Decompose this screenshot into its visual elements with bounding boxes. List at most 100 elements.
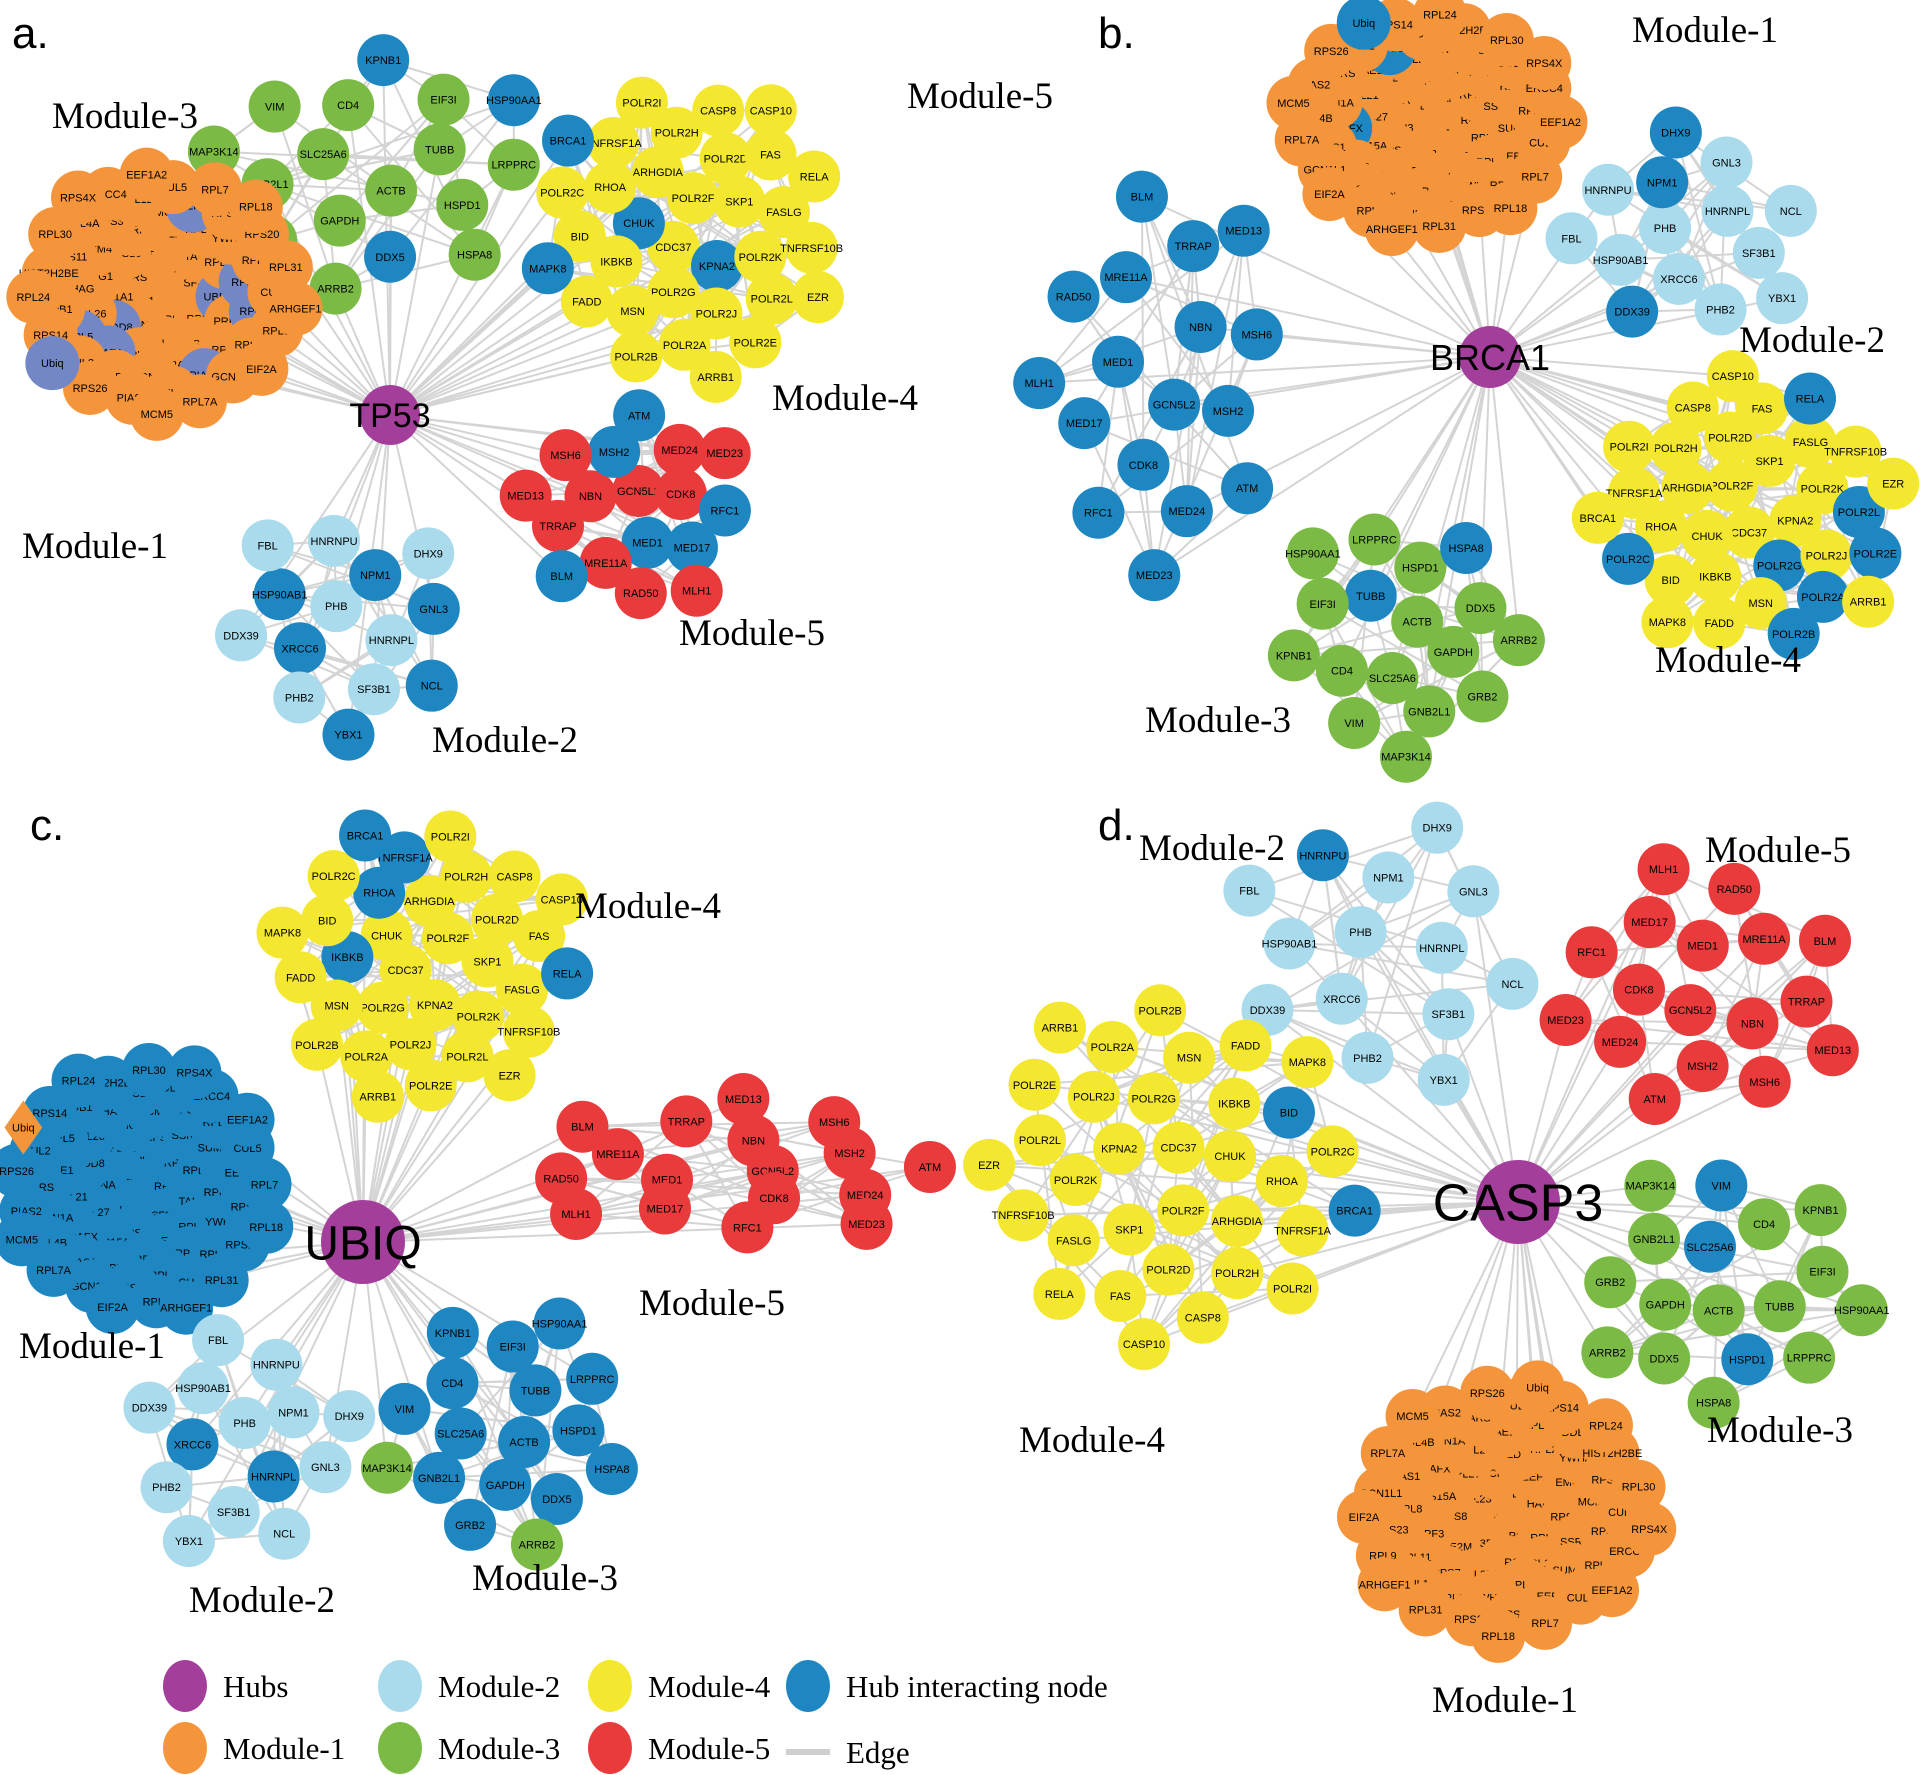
node-casp10[interactable]: CASP10	[1118, 1318, 1171, 1371]
node-grb2[interactable]: GRB2	[444, 1498, 497, 1551]
node-kpna2[interactable]: KPNA2	[1093, 1122, 1146, 1175]
node-ddx39[interactable]: DDX39	[215, 609, 268, 662]
node-atm[interactable]: ATM	[903, 1140, 956, 1193]
node-map3k14[interactable]: MAP3K14	[187, 125, 240, 178]
node-cd4[interactable]: CD4	[426, 1357, 479, 1410]
node-med24[interactable]: MED24	[1594, 1015, 1647, 1068]
node-phb[interactable]: PHB	[310, 580, 363, 633]
node-polr2c[interactable]: POLR2C	[1602, 532, 1655, 585]
node-rhoa[interactable]: RHOA	[1255, 1154, 1308, 1207]
node-polr2a[interactable]: POLR2A	[1086, 1020, 1139, 1073]
node-rela[interactable]: RELA	[1033, 1267, 1086, 1320]
node-hspd1[interactable]: HSPD1	[1721, 1333, 1774, 1386]
node-dhx9[interactable]: DHX9	[323, 1390, 376, 1443]
node-polr2e[interactable]: POLR2E	[1008, 1058, 1061, 1111]
node-cdk8[interactable]: CDK8	[654, 467, 707, 520]
node-msn[interactable]: MSN	[606, 285, 659, 338]
node-tubb[interactable]: TUBB	[1344, 569, 1397, 622]
node-dhx9[interactable]: DHX9	[1411, 801, 1464, 854]
node-msh2[interactable]: MSH2	[588, 425, 641, 478]
node-hsp90aa1[interactable]: HSP90AA1	[1834, 1284, 1890, 1337]
node-gapdh[interactable]: GAPDH	[479, 1458, 532, 1511]
node-rpl18[interactable]: RPL18	[1483, 181, 1538, 236]
node-med23[interactable]: MED23	[840, 1197, 893, 1250]
node-kpna2[interactable]: KPNA2	[690, 240, 743, 293]
node-rps4x[interactable]: RPS4X	[1622, 1501, 1677, 1556]
node-ybx1[interactable]: YBX1	[162, 1514, 215, 1567]
node-ubiq[interactable]: Ubiq	[1510, 1360, 1565, 1415]
node-atm[interactable]: ATM	[1628, 1073, 1681, 1126]
node-blm[interactable]: BLM	[535, 550, 588, 603]
node-polr2f[interactable]: POLR2F	[1705, 459, 1758, 512]
node-msh2[interactable]: MSH2	[1202, 384, 1255, 437]
node-med24[interactable]: MED24	[653, 423, 706, 476]
node-sf3b1[interactable]: SF3B1	[1732, 226, 1785, 279]
node-polr2a[interactable]: POLR2A	[1796, 570, 1849, 623]
node-actb[interactable]: ACTB	[365, 164, 418, 217]
node-mre11a[interactable]: MRE11A	[579, 536, 632, 589]
node-rps26[interactable]: RPS26	[1460, 1365, 1515, 1420]
node-polr2j[interactable]: POLR2J	[1067, 1070, 1120, 1123]
node-rps4x[interactable]: RPS4X	[1517, 35, 1572, 90]
node-msh2[interactable]: MSH2	[1676, 1040, 1729, 1093]
node-med23[interactable]: MED23	[698, 427, 751, 480]
node-polr2l[interactable]: POLR2L	[745, 272, 798, 325]
node-npm1[interactable]: NPM1	[1362, 851, 1415, 904]
node-cd4[interactable]: CD4	[322, 79, 375, 132]
node-rpl7[interactable]: RPL7	[1518, 1595, 1573, 1650]
node-casp10[interactable]: CASP10	[535, 873, 588, 926]
node-ncl[interactable]: NCL	[258, 1507, 311, 1560]
node-bid[interactable]: BID	[1262, 1086, 1315, 1139]
node-msn[interactable]: MSN	[1163, 1031, 1216, 1084]
node-tubb[interactable]: TUBB	[1753, 1280, 1806, 1333]
node-tubb[interactable]: TUBB	[509, 1364, 562, 1417]
node-hspd1[interactable]: HSPD1	[436, 178, 489, 231]
node-hspa8[interactable]: HSPA8	[1687, 1376, 1740, 1429]
node-hspa8[interactable]: HSPA8	[448, 228, 501, 281]
node-casp10[interactable]: CASP10	[1706, 350, 1759, 403]
node-ncl[interactable]: NCL	[1486, 957, 1539, 1010]
node-skp1[interactable]: SKP1	[1743, 434, 1796, 487]
node-hnrnpl[interactable]: HNRNPL	[365, 614, 418, 667]
node-trrap[interactable]: TRRAP	[660, 1095, 713, 1148]
node-ikbkb[interactable]: IKBKB	[1689, 550, 1742, 603]
node-fas[interactable]: FAS	[1094, 1270, 1147, 1323]
node-lrpprc[interactable]: LRPPRC	[1783, 1331, 1836, 1384]
node-casp10[interactable]: CASP10	[744, 84, 797, 137]
node-arrb1[interactable]: ARRB1	[351, 1070, 404, 1123]
node-hspa8[interactable]: HSPA8	[585, 1442, 638, 1495]
node-ybx1[interactable]: YBX1	[1756, 272, 1809, 325]
node-rpl31[interactable]: RPL31	[1412, 198, 1467, 253]
node-rpl18[interactable]: RPL18	[228, 179, 283, 234]
node-hsp90aa1[interactable]: HSP90AA1	[486, 74, 542, 127]
node-rfc1[interactable]: RFC1	[1072, 486, 1125, 539]
node-eif3i[interactable]: EIF3I	[417, 73, 470, 126]
node-blm[interactable]: BLM	[1798, 914, 1851, 967]
node-polr2a[interactable]: POLR2A	[658, 318, 711, 371]
node-gnb2l1[interactable]: GNB2L1	[1628, 1212, 1681, 1265]
node-bid[interactable]: BID	[1644, 554, 1697, 607]
node-gnb2l1[interactable]: GNB2L1	[1403, 685, 1456, 738]
node-brca1[interactable]: BRCA1	[542, 114, 595, 167]
node-sf3b1[interactable]: SF3B1	[1422, 988, 1475, 1041]
node-med1[interactable]: MED1	[1092, 335, 1145, 388]
node-phb[interactable]: PHB	[218, 1396, 271, 1449]
node-polr2b[interactable]: POLR2B	[290, 1018, 343, 1071]
node-phb2[interactable]: PHB2	[1694, 283, 1747, 336]
node-gcn5l2[interactable]: GCN5L2	[612, 464, 665, 517]
node-gcn5l2[interactable]: GCN5L2	[1148, 378, 1201, 431]
node-polr2a[interactable]: POLR2A	[340, 1030, 393, 1083]
node-gnb2l1[interactable]: GNB2L1	[413, 1451, 466, 1504]
node-tnfrsf1a[interactable]: TNFRSF1A	[1274, 1204, 1332, 1257]
node-hnrnpu[interactable]: HNRNPU	[1581, 163, 1634, 216]
node-rpl24[interactable]: RPL24	[1412, 0, 1467, 42]
node-eef1a2[interactable]: EEF1A2	[1585, 1563, 1640, 1618]
node-ezr[interactable]: EZR	[1867, 457, 1920, 510]
node-ddx5[interactable]: DDX5	[1454, 582, 1507, 635]
node-rpl18[interactable]: RPL18	[1471, 1608, 1526, 1663]
node-eif2a[interactable]: EIF2A	[1336, 1489, 1391, 1544]
node-mapk8[interactable]: MAPK8	[1641, 596, 1694, 649]
node-ikbkb[interactable]: IKBKB	[590, 235, 643, 288]
node-hsp90ab1[interactable]: HSP90AB1	[1593, 233, 1649, 286]
node-slc25a6[interactable]: SLC25A6	[434, 1407, 487, 1460]
